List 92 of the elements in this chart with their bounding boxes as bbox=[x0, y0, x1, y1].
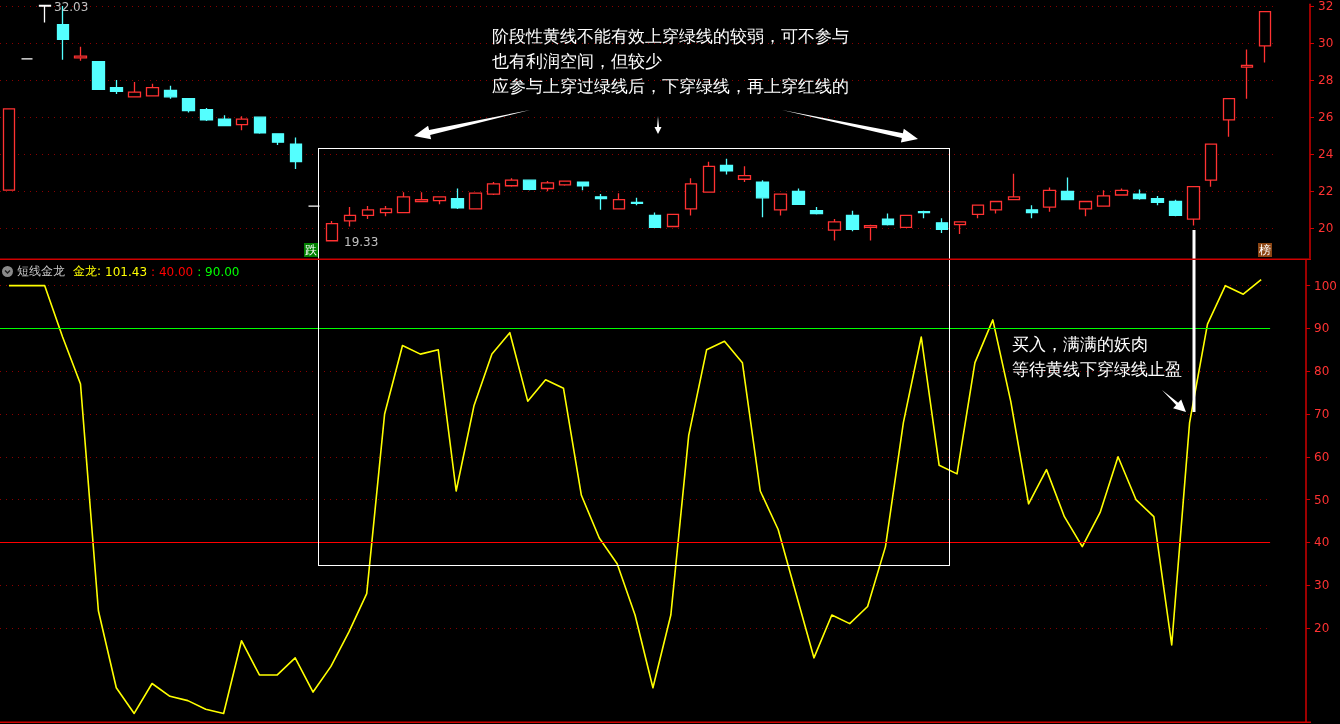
candlestick bbox=[594, 193, 608, 211]
y-tick-label: 20 bbox=[1314, 620, 1330, 635]
candlestick bbox=[737, 165, 752, 183]
annotation: 阶段性黄线不能有效上穿绿线的较弱，可不参与也有利润空间，但较少应参与上穿过绿线后，下穿绿线，再上穿红线的 bbox=[492, 25, 849, 98]
candlestick bbox=[1168, 198, 1183, 217]
candlestick bbox=[935, 217, 949, 234]
candlestick bbox=[468, 192, 483, 210]
candlestick bbox=[432, 196, 447, 205]
candlestick bbox=[827, 218, 842, 242]
y-tick-label: 50 bbox=[1314, 492, 1330, 507]
candlestick bbox=[1258, 10, 1272, 64]
candlestick bbox=[73, 46, 88, 62]
candlestick bbox=[791, 187, 806, 205]
y-tick-label: 30 bbox=[1318, 36, 1334, 51]
candlestick bbox=[773, 193, 788, 217]
y-tick-label: 20 bbox=[1318, 221, 1334, 236]
candlestick bbox=[989, 200, 1003, 215]
y-tick-label: 32 bbox=[1318, 0, 1334, 13]
candlestick bbox=[540, 180, 555, 192]
candlestick bbox=[666, 213, 680, 228]
candlestick bbox=[325, 220, 339, 242]
candlestick bbox=[396, 191, 411, 214]
y-tick-label: 80 bbox=[1314, 364, 1330, 379]
candlestick bbox=[558, 180, 572, 187]
candlestick bbox=[1240, 48, 1254, 100]
candlestick bbox=[1042, 186, 1057, 213]
annotation: 跌 bbox=[305, 243, 317, 257]
candlestick bbox=[684, 177, 698, 217]
candlestick bbox=[199, 107, 214, 122]
candlestick bbox=[91, 60, 106, 91]
y-tick-label: 22 bbox=[1318, 184, 1334, 199]
candlestick bbox=[253, 116, 267, 135]
candlestick bbox=[163, 85, 178, 100]
annotation: 32.03 bbox=[54, 0, 89, 14]
candlestick bbox=[217, 114, 232, 127]
y-tick-label: 24 bbox=[1318, 147, 1334, 162]
candlestick bbox=[809, 206, 824, 216]
annotation: 19.33 bbox=[344, 235, 379, 249]
candlestick bbox=[1114, 187, 1129, 196]
candlestick bbox=[971, 204, 985, 219]
candlestick bbox=[648, 211, 662, 229]
candlestick bbox=[1025, 204, 1039, 219]
candlestick bbox=[1132, 188, 1147, 201]
candlestick bbox=[1186, 186, 1201, 227]
candlestick bbox=[235, 115, 249, 131]
candlestick bbox=[414, 191, 429, 203]
candlestick bbox=[917, 210, 931, 219]
y-tick-label: 70 bbox=[1314, 407, 1330, 421]
candlestick bbox=[522, 179, 537, 192]
candlestick bbox=[899, 214, 913, 229]
candlestick bbox=[1060, 176, 1075, 201]
ref-line-label: : 40.00 bbox=[151, 264, 194, 279]
candlestick bbox=[145, 83, 160, 97]
candlestick bbox=[576, 181, 590, 192]
candlestick bbox=[486, 181, 501, 196]
y-tick-label: 90 bbox=[1314, 321, 1330, 336]
annotation: 榜 bbox=[1259, 243, 1271, 257]
candlestick bbox=[181, 98, 196, 114]
candlestick bbox=[863, 224, 878, 242]
candlestick bbox=[450, 187, 465, 210]
candlestick bbox=[38, 4, 52, 24]
annotation: 买入，满满的妖肉等待黄线下穿绿线止盈 bbox=[1012, 333, 1182, 381]
candlestick bbox=[1222, 98, 1236, 138]
candlestick bbox=[1096, 189, 1111, 207]
y-tick-label: 100 bbox=[1314, 278, 1337, 293]
candlestick bbox=[755, 179, 770, 218]
candlestick bbox=[719, 158, 734, 176]
y-tick-label: 28 bbox=[1318, 73, 1334, 88]
candlestick bbox=[1007, 173, 1021, 201]
y-tick-label: 30 bbox=[1314, 578, 1330, 593]
candlestick bbox=[361, 205, 375, 220]
y-tick-label: 40 bbox=[1314, 535, 1330, 550]
candlestick bbox=[1150, 195, 1165, 206]
candlestick bbox=[881, 212, 895, 227]
candlestick bbox=[612, 192, 626, 210]
y-tick-label: 26 bbox=[1318, 110, 1334, 125]
candlestick bbox=[271, 133, 285, 146]
candlestick bbox=[343, 206, 357, 228]
candlestick bbox=[1204, 143, 1218, 188]
chart-title: 短线金龙 bbox=[17, 263, 65, 280]
text: 金龙: bbox=[73, 263, 102, 280]
candlestick bbox=[845, 210, 860, 232]
candlestick bbox=[702, 161, 716, 193]
candlestick bbox=[630, 197, 644, 206]
annotation: 101.43 bbox=[105, 264, 148, 279]
y-tick-label: 60 bbox=[1314, 449, 1330, 464]
candlestick bbox=[109, 79, 124, 95]
candlestick bbox=[289, 136, 303, 170]
candlestick bbox=[379, 205, 393, 217]
candlestick bbox=[1078, 200, 1093, 217]
candlestick bbox=[953, 221, 967, 235]
ref-line-label: : 90.00 bbox=[197, 264, 240, 279]
